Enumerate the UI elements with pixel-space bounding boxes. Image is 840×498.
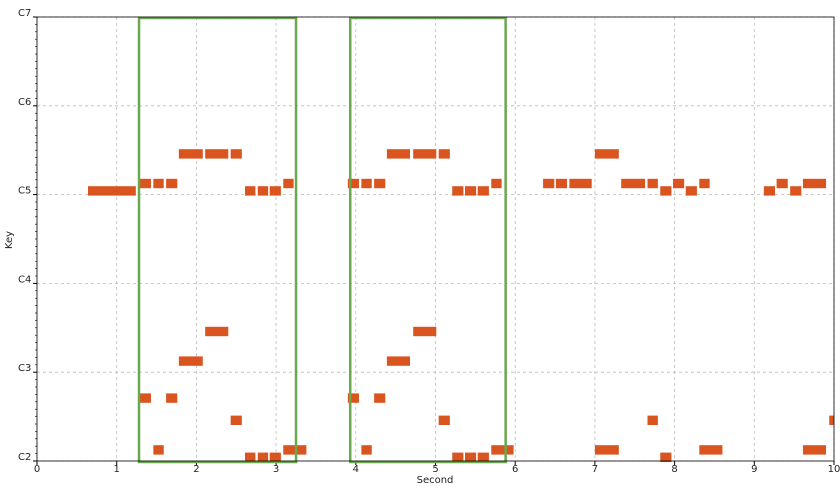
x-axis-label: Second <box>417 475 454 486</box>
plot-frame <box>36 16 835 462</box>
highlight-box <box>348 16 507 464</box>
note <box>829 415 834 425</box>
note <box>647 415 658 425</box>
note <box>569 178 592 189</box>
x-tick-label: 4 <box>353 464 359 475</box>
highlight-box <box>137 16 298 464</box>
x-tick-label: 7 <box>592 464 598 475</box>
note <box>543 178 555 189</box>
note <box>245 186 256 196</box>
note <box>153 178 164 189</box>
note <box>621 178 646 189</box>
x-tick-label: 0 <box>34 464 40 475</box>
note <box>699 178 710 189</box>
note <box>283 178 294 189</box>
note <box>660 452 672 462</box>
note <box>477 186 489 196</box>
note <box>594 445 619 455</box>
note <box>347 178 359 189</box>
note <box>802 178 827 189</box>
note <box>166 393 178 403</box>
note <box>374 393 386 403</box>
note <box>139 178 151 189</box>
note <box>413 326 437 337</box>
note <box>361 178 372 189</box>
note <box>685 186 697 196</box>
note <box>361 445 372 455</box>
x-tick-label: 8 <box>671 464 677 475</box>
note <box>699 445 723 455</box>
note <box>594 149 619 159</box>
note <box>374 178 386 189</box>
x-tick-label: 10 <box>828 464 840 475</box>
note <box>413 149 437 159</box>
note <box>269 452 281 462</box>
note <box>88 186 136 196</box>
note <box>776 178 788 189</box>
y-tick-label: C3 <box>18 363 31 374</box>
note <box>178 356 203 366</box>
note <box>166 178 178 189</box>
note <box>477 452 489 462</box>
note <box>452 186 464 196</box>
note <box>230 415 242 425</box>
note <box>438 415 450 425</box>
note <box>660 186 672 196</box>
note <box>790 186 802 196</box>
y-tick-label: C2 <box>18 452 31 463</box>
note <box>555 178 568 189</box>
note <box>245 452 256 462</box>
note <box>647 178 658 189</box>
note <box>491 178 502 189</box>
note <box>673 178 685 189</box>
x-tick-label: 5 <box>432 464 438 475</box>
y-axis-label: Key <box>4 231 15 249</box>
x-tick-label: 2 <box>193 464 199 475</box>
note <box>763 186 776 196</box>
y-tick-label: C5 <box>18 186 31 197</box>
note <box>205 326 229 337</box>
note <box>153 445 164 455</box>
note <box>257 452 269 462</box>
note <box>178 149 203 159</box>
y-tick-label: C4 <box>18 274 31 285</box>
note <box>139 393 151 403</box>
note <box>802 445 827 455</box>
note <box>438 149 450 159</box>
note <box>452 452 464 462</box>
note <box>347 393 359 403</box>
note <box>269 186 281 196</box>
y-tick-label: C6 <box>18 97 31 108</box>
note <box>386 356 410 366</box>
x-tick-label: 6 <box>512 464 518 475</box>
note <box>464 452 477 462</box>
note <box>491 445 514 455</box>
x-tick-label: 3 <box>273 464 279 475</box>
x-tick-label: 9 <box>751 464 757 475</box>
y-tick-label: C7 <box>18 8 31 19</box>
note <box>386 149 410 159</box>
note <box>464 186 477 196</box>
x-tick-label: 1 <box>114 464 120 475</box>
note <box>257 186 269 196</box>
note <box>230 149 242 159</box>
note <box>205 149 229 159</box>
